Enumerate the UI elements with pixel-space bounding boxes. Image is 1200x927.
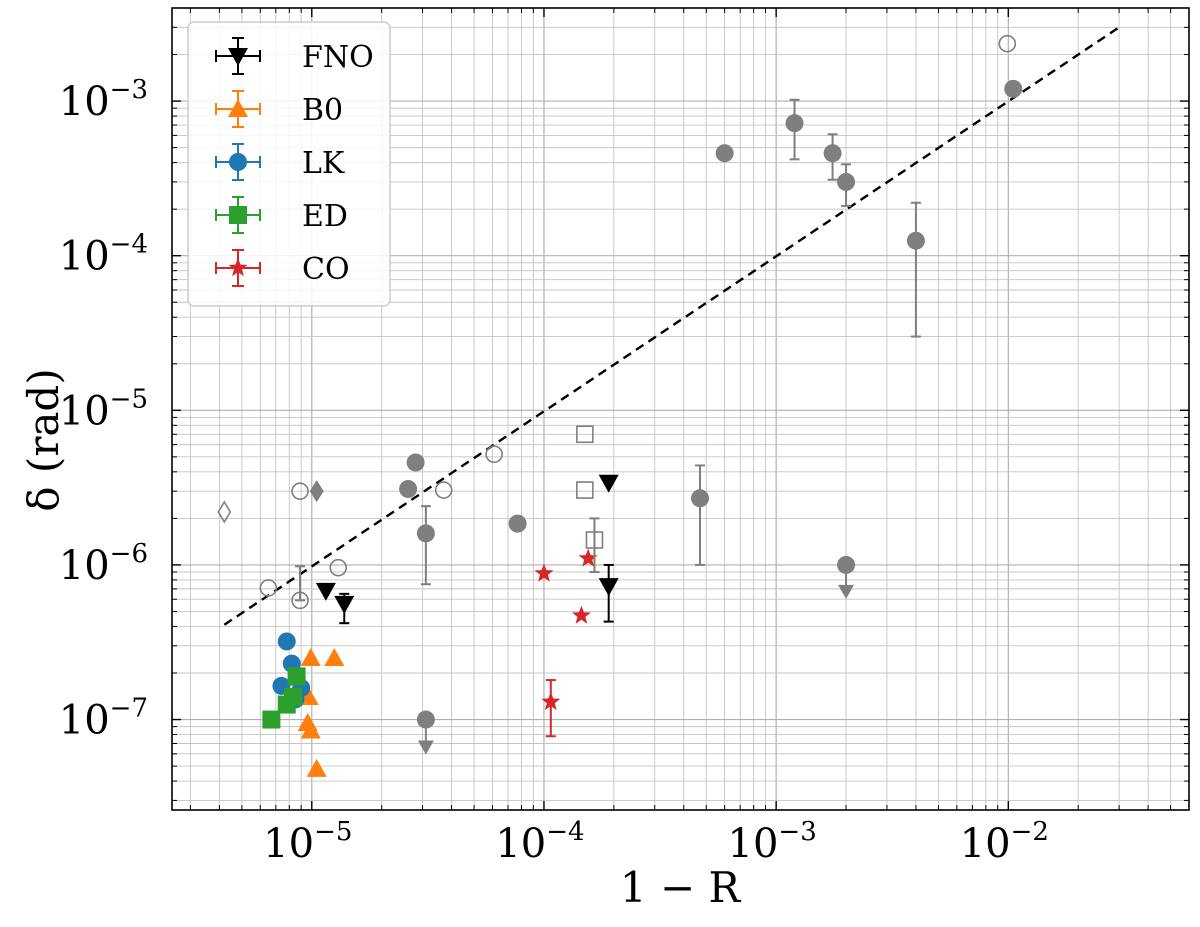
- series-fno: [315, 474, 619, 625]
- legend: FNO B0 LK ED CO: [187, 21, 391, 307]
- series-ed: [262, 667, 306, 729]
- data-point: [300, 648, 321, 667]
- data-point: [259, 579, 278, 597]
- data-point: [300, 720, 321, 739]
- data-point: [541, 691, 561, 710]
- data-point: [329, 558, 348, 577]
- data-point: [406, 453, 425, 472]
- series-b0: [297, 648, 345, 777]
- data-point: [434, 481, 453, 499]
- y-tick-label: 10−7: [59, 694, 148, 744]
- upper-limit-arrow: [838, 584, 855, 599]
- data-point: [485, 445, 503, 464]
- data-point: [291, 591, 309, 610]
- data-point: [837, 172, 856, 191]
- legend-marker: [229, 206, 247, 224]
- data-point: [715, 144, 734, 163]
- series-co: [534, 548, 598, 738]
- data-point: [262, 710, 281, 729]
- x-tick-label: 10−5: [263, 817, 352, 867]
- series-reference-circle: [399, 79, 1023, 755]
- data-point: [823, 144, 842, 163]
- x-tick-label: 10−2: [960, 817, 1049, 867]
- data-point: [416, 710, 435, 729]
- series-reference-open-square: [576, 425, 604, 574]
- legend-entry-lk: LK: [215, 143, 345, 181]
- y-tick-label: 10−5: [59, 384, 148, 434]
- legend-marker: [228, 48, 248, 66]
- legend-label: CO: [302, 252, 350, 287]
- data-point: [324, 648, 345, 667]
- plot-frame: [171, 7, 1190, 811]
- x-axis-label: 1 − R: [620, 863, 742, 912]
- data-point: [309, 480, 324, 503]
- data-point: [1004, 79, 1023, 98]
- data-point: [598, 578, 619, 597]
- y-tick-label: 10−6: [59, 539, 148, 589]
- data-point: [785, 114, 804, 133]
- data-marks: [217, 34, 1023, 777]
- data-point: [576, 425, 594, 444]
- data-point: [287, 667, 306, 686]
- legend-marker: [229, 153, 247, 171]
- axis-ticks: 10−5 10−4 10−3 10−2 10−7 10−6 10−5 10−4 10−3: [59, 7, 1190, 867]
- data-point: [576, 481, 594, 499]
- data-point: [906, 231, 925, 250]
- data-point: [315, 582, 336, 601]
- series-reference-open-diamond: [217, 500, 232, 524]
- legend-entry-fno: FNO: [215, 37, 374, 75]
- upper-limit-arrow: [417, 740, 434, 755]
- legend-label: LK: [302, 146, 345, 181]
- data-point: [306, 758, 327, 777]
- data-point: [283, 687, 302, 706]
- data-point: [399, 479, 418, 498]
- y-tick-label: 10−4: [59, 230, 148, 280]
- legend-marker: [228, 99, 248, 117]
- data-point: [571, 605, 591, 624]
- data-point: [578, 548, 598, 567]
- data-point: [334, 595, 355, 614]
- series-reference-open-circle: [259, 34, 1017, 610]
- y-tick-label: 10−3: [59, 75, 148, 125]
- data-point: [585, 531, 604, 549]
- data-point: [508, 514, 527, 533]
- data-point: [534, 563, 554, 582]
- data-point: [691, 489, 710, 508]
- x-tick-label: 10−3: [728, 817, 817, 867]
- data-point: [291, 482, 309, 500]
- y-axis-label: δ (rad): [19, 368, 68, 511]
- legend-entry-co: CO: [215, 249, 350, 287]
- legend-marker: [228, 258, 248, 277]
- data-point: [598, 474, 619, 493]
- data-point: [217, 500, 232, 524]
- data-point: [837, 555, 856, 574]
- series-reference-diamond: [309, 480, 324, 503]
- legend-entry-b0: B0: [215, 90, 343, 128]
- data-point: [277, 632, 296, 651]
- legend-label: B0: [302, 93, 343, 128]
- legend-entry-ed: ED: [215, 196, 348, 234]
- data-point: [998, 34, 1017, 53]
- legend-label: FNO: [302, 40, 374, 75]
- x-tick-label: 10−4: [495, 817, 584, 867]
- legend-label: ED: [302, 199, 348, 234]
- data-point: [416, 524, 435, 543]
